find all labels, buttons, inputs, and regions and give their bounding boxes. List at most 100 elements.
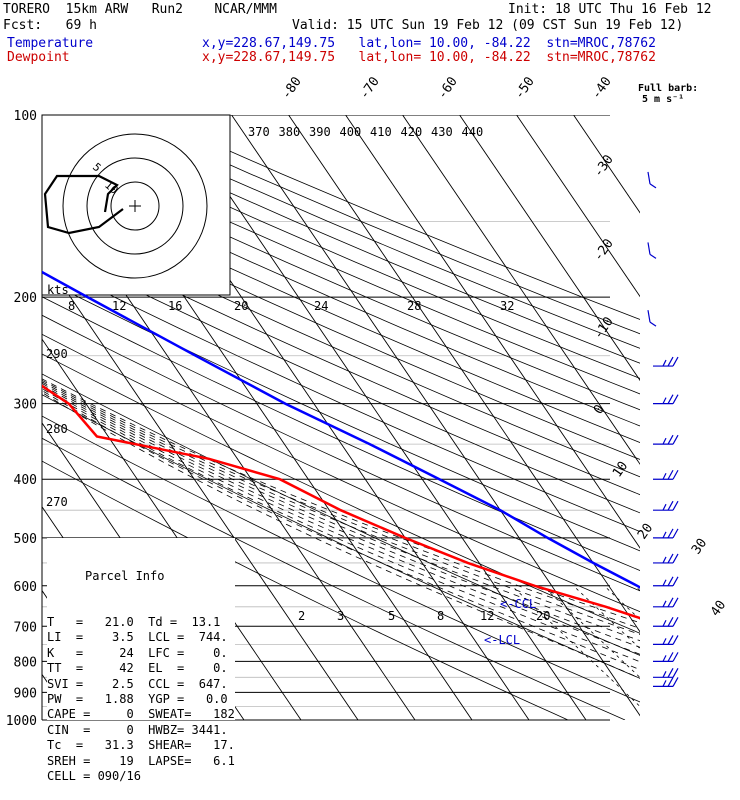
parcel-info-row: K = 24 LFC = 0. xyxy=(47,645,228,660)
isotherm-label: -50 xyxy=(512,74,538,102)
mixing-ratio-lower-label: 3 xyxy=(337,609,344,623)
dry-adiabat-line xyxy=(42,373,640,656)
dry-adiabat-line xyxy=(42,120,640,379)
moist-adiabat-line xyxy=(42,382,640,642)
isotherm-line xyxy=(459,115,640,382)
mixing-ratio-label: 8 xyxy=(68,299,75,313)
barb-title: Full barb: xyxy=(638,83,699,94)
mixing-ratio-lower-label: 5 xyxy=(388,609,395,623)
dewpoint-legend: Dewpoint xyxy=(7,50,70,65)
ccl-annotation: <-CCL xyxy=(500,597,536,611)
theta-label: 290 xyxy=(46,347,68,361)
hodograph-box xyxy=(41,114,231,296)
pressure-tick-label: 1000 xyxy=(6,714,37,729)
pressure-tick-label: 900 xyxy=(14,686,37,701)
wind-barb xyxy=(653,528,679,539)
mixing-ratio-line xyxy=(511,585,640,707)
parcel-info-title: Parcel Info xyxy=(85,568,165,583)
hodograph-unit-label: kts xyxy=(47,283,69,297)
dry-adiabat-line xyxy=(42,243,640,514)
parcel-info-row: T = 21.0 Td = 13.1 xyxy=(47,615,221,630)
isotherm-line xyxy=(402,115,640,465)
mixing-ratio-label: 32 xyxy=(500,299,514,313)
dry-adiabat-line xyxy=(42,163,640,427)
dry-adiabat-line xyxy=(42,134,640,395)
temperature-location: x,y=228.67,149.75 lat,lon= 10.00, -84.22… xyxy=(202,36,656,51)
moist-adiabat-line xyxy=(42,386,640,655)
theta-e-label: 430 xyxy=(431,125,453,139)
mixing-ratio-line xyxy=(542,585,640,679)
skew-t-diagram: 100 200 300 400 500 600 700 800 900 1000 -80 -70 -60… xyxy=(6,74,740,729)
dewpoint-curve xyxy=(42,384,640,620)
moist-adiabat-line xyxy=(42,381,640,635)
wind-barb xyxy=(653,668,679,678)
pressure-tick-label: 400 xyxy=(14,473,37,488)
isotherm-label: -80 xyxy=(279,74,305,102)
isotherm-label: -40 xyxy=(589,74,615,102)
mixing-ratio-line xyxy=(666,586,740,720)
isotherm-label: -60 xyxy=(435,74,461,102)
parcel-info-row: SVI = 2.5 CCL = 647. xyxy=(47,676,228,691)
wind-barb xyxy=(653,576,679,587)
mixing-ratio-lower-label: 20 xyxy=(536,609,550,623)
wind-barb xyxy=(653,635,679,646)
dry-adiabat-line xyxy=(42,148,640,411)
mixing-ratio-label: 24 xyxy=(314,299,328,313)
parcel-info-row: CAPE = 0 SWEAT= 182 xyxy=(47,707,235,722)
model-title: TORERO 15km ARW Run2 NCAR/MMM xyxy=(3,2,277,17)
moist-adiabat-line xyxy=(42,391,640,679)
moist-adiabat-line xyxy=(42,388,640,663)
parcel-info-row: CELL = 090/16 xyxy=(47,769,141,784)
dry-adiabat-line xyxy=(42,260,640,533)
isotherm-line xyxy=(288,115,640,633)
mixing-ratio-lower-label: 8 xyxy=(437,609,444,623)
theta-e-label: 400 xyxy=(340,125,362,139)
dry-adiabat-line xyxy=(42,415,640,703)
wind-barb xyxy=(653,677,679,688)
dry-adiabat-line xyxy=(42,353,640,634)
dry-adiabat-line xyxy=(42,437,626,720)
moist-adiabat-line xyxy=(42,390,640,671)
dry-adiabat-line xyxy=(42,179,640,443)
isotherm-label: 40 xyxy=(708,598,729,619)
mixing-ratio-label: 28 xyxy=(407,299,421,313)
dewpoint-location: x,y=228.67,149.75 lat,lon= 10.00, -84.22… xyxy=(202,50,656,65)
pressure-tick-label: 800 xyxy=(14,655,37,670)
dry-adiabat-line xyxy=(59,115,640,364)
mixing-ratio-label: 12 xyxy=(112,299,126,313)
theta-label: 270 xyxy=(46,495,68,509)
hodograph-ring xyxy=(62,133,208,279)
wind-barb xyxy=(647,242,657,259)
isotherm-label: -70 xyxy=(357,74,383,102)
dry-adiabat-line xyxy=(42,296,640,571)
lcl-annotation: <-LCL xyxy=(484,633,520,647)
wind-barb xyxy=(653,434,679,445)
temperature-curve xyxy=(42,270,640,589)
isotherm-line xyxy=(345,115,640,549)
theta-e-label: 420 xyxy=(401,125,423,139)
hodograph-ring xyxy=(110,181,160,231)
parcel-info-row: LI = 3.5 LCL = 744. xyxy=(47,630,228,645)
isotherm-label: -30 xyxy=(591,152,617,180)
moist-adiabat-line xyxy=(42,379,640,629)
pressure-tick-label: 300 xyxy=(14,398,37,413)
moist-adiabat-line xyxy=(42,384,640,648)
mixing-ratio-lower-label: 12 xyxy=(480,609,494,623)
pressure-tick-label: 700 xyxy=(14,620,37,635)
theta-label: 280 xyxy=(46,422,68,436)
theta-e-label: 390 xyxy=(309,125,331,139)
pressure-tick-label: 500 xyxy=(14,532,37,547)
parcel-info-row: PW = 1.88 YGP = 0.0 xyxy=(47,692,228,707)
wind-barb xyxy=(653,394,679,405)
mixing-ratio-label: 20 xyxy=(234,299,248,313)
mixing-ratio-label: 16 xyxy=(168,299,182,313)
wind-barb xyxy=(653,597,679,608)
isotherm-label: 30 xyxy=(689,536,710,557)
theta-e-label: 410 xyxy=(370,125,392,139)
wind-barb xyxy=(653,553,679,564)
hodograph-ring xyxy=(86,157,184,255)
dry-adiabat-line xyxy=(42,460,569,720)
forecast-hour: Fcst: 69 h xyxy=(3,18,97,33)
valid-time: Valid: 15 UTC Sun 19 Feb 12 (09 CST Sun … xyxy=(292,18,684,33)
hodograph-trace xyxy=(43,174,124,235)
